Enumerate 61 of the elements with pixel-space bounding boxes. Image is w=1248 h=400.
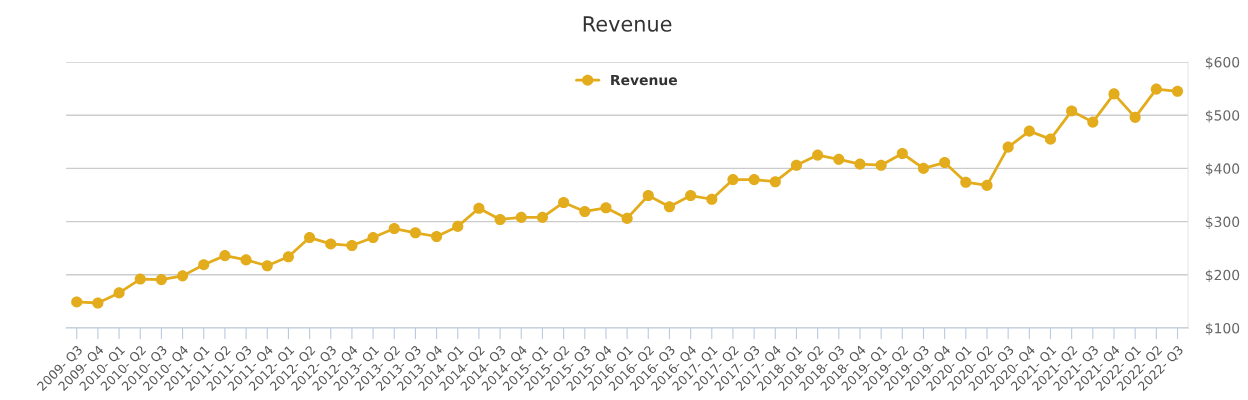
point — [769, 176, 781, 188]
point — [600, 202, 612, 214]
point — [1002, 141, 1014, 153]
point — [579, 205, 591, 218]
y-tick-label: $300 — [1205, 216, 1240, 229]
point — [92, 297, 104, 309]
point — [1150, 83, 1162, 95]
point — [960, 176, 972, 188]
point — [1087, 116, 1099, 128]
chart-title: Revenue — [583, 16, 672, 32]
point — [558, 196, 570, 208]
point — [536, 211, 548, 223]
point — [367, 232, 379, 244]
point — [1044, 133, 1057, 145]
legend-label: Revenue — [611, 74, 678, 86]
point — [981, 179, 993, 191]
point — [642, 189, 654, 202]
y-tick-label: $500 — [1205, 109, 1240, 123]
point — [896, 147, 908, 160]
point — [388, 222, 400, 235]
point — [219, 250, 231, 262]
point — [706, 193, 718, 205]
point — [854, 158, 866, 170]
point — [748, 174, 760, 186]
point — [727, 174, 739, 186]
point — [71, 296, 83, 308]
point — [198, 259, 210, 271]
point — [155, 274, 167, 286]
point — [790, 159, 803, 171]
point — [685, 189, 697, 202]
point — [113, 287, 125, 299]
point — [515, 211, 527, 223]
point — [325, 238, 337, 250]
point — [304, 232, 316, 244]
point — [1171, 85, 1184, 97]
point — [134, 273, 146, 285]
point — [282, 251, 294, 263]
y-tick-label: $400 — [1205, 163, 1240, 176]
point — [261, 260, 273, 272]
point — [1108, 88, 1120, 100]
point — [663, 201, 676, 213]
y-tick-label: $600 — [1205, 56, 1240, 70]
point — [621, 212, 633, 224]
point — [494, 213, 506, 226]
point — [409, 227, 421, 239]
point — [177, 270, 189, 282]
point — [833, 153, 845, 165]
point — [939, 156, 951, 169]
y-tick-label: $100 — [1205, 322, 1240, 336]
point — [1129, 111, 1141, 123]
point — [431, 230, 443, 243]
point — [1066, 105, 1078, 117]
point — [473, 202, 485, 214]
point — [875, 159, 887, 171]
point — [812, 149, 824, 161]
y-tick-label: $200 — [1205, 269, 1240, 283]
point — [346, 239, 358, 252]
point — [452, 220, 464, 232]
point — [917, 162, 930, 174]
point — [1023, 125, 1035, 137]
point — [240, 254, 252, 266]
